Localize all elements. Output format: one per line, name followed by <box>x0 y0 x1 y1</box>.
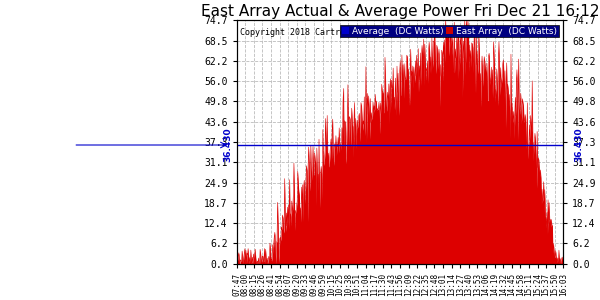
Text: Copyright 2018 Cartronics.com: Copyright 2018 Cartronics.com <box>240 28 385 37</box>
Text: 36.430: 36.430 <box>575 128 584 162</box>
Title: East Array Actual & Average Power Fri Dec 21 16:12: East Array Actual & Average Power Fri De… <box>201 4 599 19</box>
Legend: Average  (DC Watts), East Array  (DC Watts): Average (DC Watts), East Array (DC Watts… <box>340 25 559 38</box>
Text: 36.430: 36.430 <box>223 128 232 162</box>
